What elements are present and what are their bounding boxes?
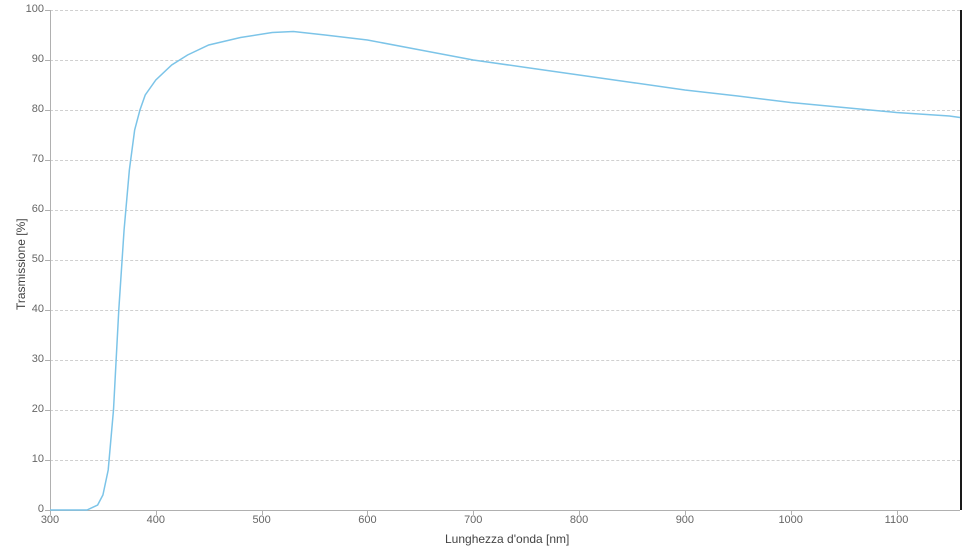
x-tick-label: 900: [665, 514, 705, 526]
y-tick-label: 90: [14, 53, 44, 65]
x-tick-label: 700: [453, 514, 493, 526]
y-tick-label: 100: [14, 3, 44, 15]
y-tick-label: 80: [14, 103, 44, 115]
y-tick-label: 30: [14, 353, 44, 365]
x-tick-label: 500: [242, 514, 282, 526]
y-tick-label: 10: [14, 453, 44, 465]
x-tick-label: 300: [30, 514, 70, 526]
x-tick-label: 1000: [771, 514, 811, 526]
x-tick-label: 600: [347, 514, 387, 526]
y-tick-label: 40: [14, 303, 44, 315]
plot-area: [50, 10, 960, 510]
x-axis-title: Lunghezza d'onda [nm]: [445, 532, 569, 546]
y-tick-label: 70: [14, 153, 44, 165]
y-tick-label: 20: [14, 403, 44, 415]
x-tick-label: 800: [559, 514, 599, 526]
transmission-line: [50, 10, 960, 510]
y-tick-label: 50: [14, 253, 44, 265]
y-tick-label: 60: [14, 203, 44, 215]
x-tick-label: 1100: [877, 514, 917, 526]
y-tick-mark: [45, 510, 50, 511]
right-axis-line: [960, 10, 962, 510]
x-tick-label: 400: [136, 514, 176, 526]
transmission-chart: Trasmissione [%] Lunghezza d'onda [nm] 0…: [0, 0, 980, 550]
x-axis-line: [50, 510, 960, 511]
